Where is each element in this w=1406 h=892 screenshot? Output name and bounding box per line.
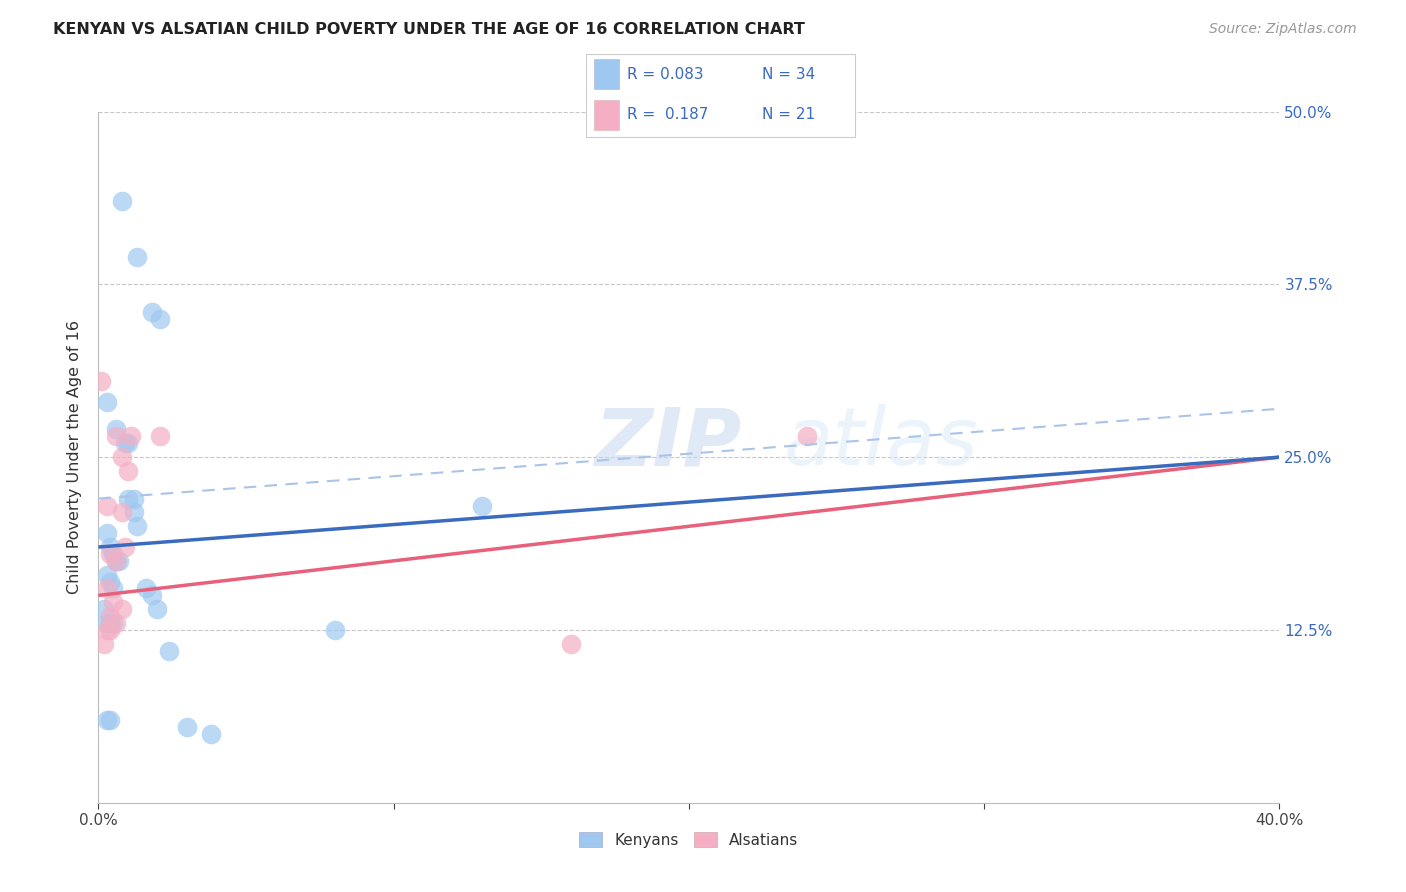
Point	[105, 554, 128, 568]
Point	[125, 519, 148, 533]
Point	[96, 623, 118, 637]
Point	[149, 312, 172, 326]
Point	[105, 422, 128, 436]
Point	[98, 547, 121, 561]
Point	[96, 526, 118, 541]
Point	[120, 429, 142, 443]
Point	[111, 602, 134, 616]
Point	[176, 720, 198, 734]
Point	[157, 644, 180, 658]
Point	[796, 429, 818, 443]
Point	[105, 615, 128, 630]
FancyBboxPatch shape	[595, 60, 619, 89]
Point	[98, 574, 121, 589]
Point	[560, 637, 582, 651]
Point	[98, 609, 121, 624]
Legend: Kenyans, Alsatians: Kenyans, Alsatians	[574, 826, 804, 854]
Point	[98, 615, 121, 630]
FancyBboxPatch shape	[586, 54, 855, 137]
Text: Source: ZipAtlas.com: Source: ZipAtlas.com	[1209, 22, 1357, 37]
Point	[108, 554, 131, 568]
Point	[141, 589, 163, 603]
Point	[105, 429, 128, 443]
Point	[98, 713, 121, 727]
Point	[105, 554, 128, 568]
Point	[103, 582, 125, 596]
Point	[122, 505, 145, 519]
Y-axis label: Child Poverty Under the Age of 16: Child Poverty Under the Age of 16	[66, 320, 82, 594]
Point	[96, 567, 118, 582]
Point	[323, 623, 346, 637]
Text: N = 34: N = 34	[762, 67, 815, 82]
FancyBboxPatch shape	[595, 100, 619, 130]
Point	[93, 602, 115, 616]
Point	[471, 499, 494, 513]
Point	[117, 436, 139, 450]
Point	[96, 499, 118, 513]
Point	[96, 394, 118, 409]
Point	[111, 194, 134, 209]
Text: atlas: atlas	[783, 404, 979, 483]
Text: KENYAN VS ALSATIAN CHILD POVERTY UNDER THE AGE OF 16 CORRELATION CHART: KENYAN VS ALSATIAN CHILD POVERTY UNDER T…	[53, 22, 806, 37]
Point	[141, 305, 163, 319]
Point	[117, 464, 139, 478]
Point	[90, 374, 112, 388]
Point	[200, 726, 222, 740]
Point	[122, 491, 145, 506]
Point	[111, 450, 134, 464]
Point	[96, 713, 118, 727]
Point	[125, 250, 148, 264]
Point	[111, 505, 134, 519]
Point	[135, 582, 157, 596]
Text: R = 0.083: R = 0.083	[627, 67, 704, 82]
Point	[114, 436, 136, 450]
Point	[96, 582, 118, 596]
Text: ZIP: ZIP	[595, 404, 742, 483]
Point	[146, 602, 169, 616]
Point	[103, 547, 125, 561]
Point	[103, 595, 125, 609]
Point	[149, 429, 172, 443]
Point	[103, 615, 125, 630]
Point	[114, 540, 136, 554]
Point	[98, 623, 121, 637]
Point	[98, 540, 121, 554]
Point	[117, 491, 139, 506]
Text: N = 21: N = 21	[762, 107, 815, 122]
Point	[93, 637, 115, 651]
Text: R =  0.187: R = 0.187	[627, 107, 709, 122]
Point	[96, 615, 118, 630]
